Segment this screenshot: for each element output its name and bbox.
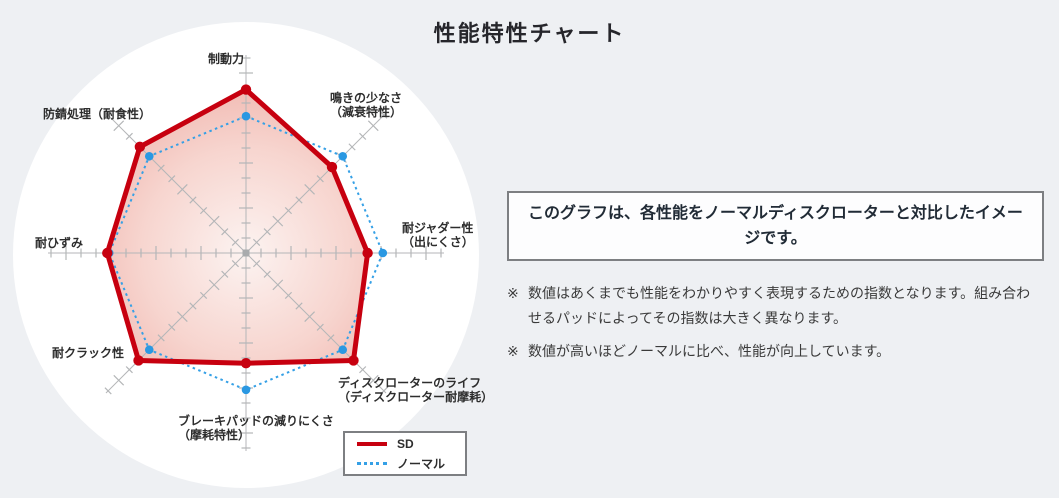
axis-label-crack-resistance: 耐クラック性 bbox=[52, 346, 125, 360]
normal-dotted-line-swatch bbox=[357, 462, 387, 465]
note-index-disclaimer: ※ 数値はあくまでも性能をわかりやすく表現するための指数となります。組み合わせる… bbox=[507, 281, 1044, 331]
sd-solid-line-swatch bbox=[357, 441, 387, 446]
axis-label-judder: 耐ジャダー性 （出にくさ） bbox=[402, 221, 474, 249]
info-box-text: このグラフは、各性能をノーマルディスクローターと対比したイメージです。 bbox=[528, 205, 1023, 247]
page-title: 性能特性チャート bbox=[433, 21, 626, 46]
axis-label-squeal: 鳴きの少なさ （減衰特性） bbox=[330, 91, 403, 119]
radar-chart bbox=[13, 22, 479, 488]
description-column: このグラフは、各性能をノーマルディスクローターと対比したイメージです。 ※ 数値… bbox=[507, 191, 1044, 364]
axis-label-rotor-life: ディスクローターのライフ （ディスクローター耐摩耗） bbox=[338, 376, 494, 404]
axis-label-braking-force: 制動力 bbox=[207, 52, 245, 66]
axis-label-distortion: 耐ひずみ bbox=[35, 236, 84, 250]
radar-chart-panel: 制動力 鳴きの少なさ （減衰特性） 耐ジャダー性 （出にくさ） ディスクローター… bbox=[0, 0, 498, 498]
reference-mark: ※ bbox=[507, 285, 519, 301]
axis-label-pad-wear: ブレーキパッドの減りにくさ （摩耗特性） bbox=[178, 414, 334, 442]
axis-label-rust-treatment: 防錆処理（耐食性） bbox=[43, 107, 152, 121]
info-box: このグラフは、各性能をノーマルディスクローターと対比したイメージです。 bbox=[507, 191, 1044, 261]
reference-mark: ※ bbox=[507, 343, 519, 359]
note-higher-is-better: ※ 数値が高いほどノーマルに比べ、性能が向上しています。 bbox=[507, 339, 1044, 364]
legend-item-normal: ノーマル bbox=[357, 456, 465, 472]
legend-label-normal: ノーマル bbox=[397, 457, 446, 471]
legend-label-sd: SD bbox=[397, 436, 414, 451]
legend-item-sd: SD bbox=[357, 436, 465, 452]
chart-legend: SD ノーマル bbox=[343, 431, 467, 476]
